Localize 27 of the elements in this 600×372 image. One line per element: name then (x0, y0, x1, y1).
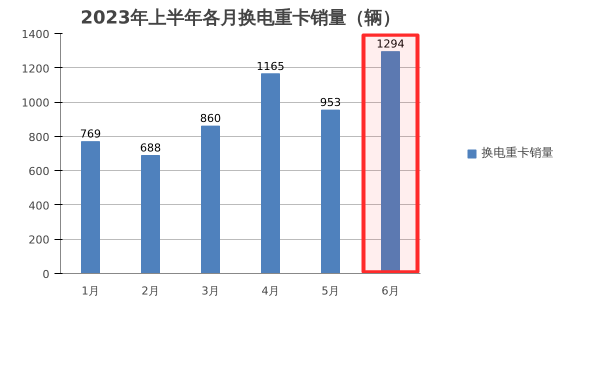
x-tick-label: 4月 (262, 284, 280, 298)
legend-label: 换电重卡销量 (482, 144, 554, 162)
y-tick-label: 1000 (22, 96, 50, 110)
y-tick-label: 0 (42, 268, 50, 281)
x-tick-label: 5月 (322, 284, 340, 298)
x-tick-label: 3月 (202, 284, 220, 298)
y-tick-label: 800 (28, 130, 50, 144)
bar (261, 73, 280, 274)
bar (201, 126, 220, 274)
y-tick-label: 600 (28, 165, 50, 178)
data-label: 860 (200, 112, 221, 126)
data-label: 688 (140, 142, 161, 155)
y-tick-label: 1200 (22, 62, 50, 76)
bar (321, 110, 340, 274)
data-label: 1294 (376, 38, 405, 51)
y-tick-label: 1400 (22, 28, 50, 41)
x-tick-label: 6月 (382, 284, 400, 298)
y-tick-label: 400 (28, 199, 50, 212)
y-tick-label: 200 (28, 234, 50, 247)
x-tick-label: 1月 (82, 284, 100, 298)
data-label: 769 (80, 128, 101, 141)
x-tick-label: 2月 (142, 284, 160, 298)
data-label: 1165 (256, 60, 285, 73)
bar (141, 155, 160, 274)
data-label: 953 (320, 96, 341, 110)
chart-title: 2023年上半年各月换电重卡销量（辆） (80, 8, 401, 28)
bar (81, 141, 100, 274)
